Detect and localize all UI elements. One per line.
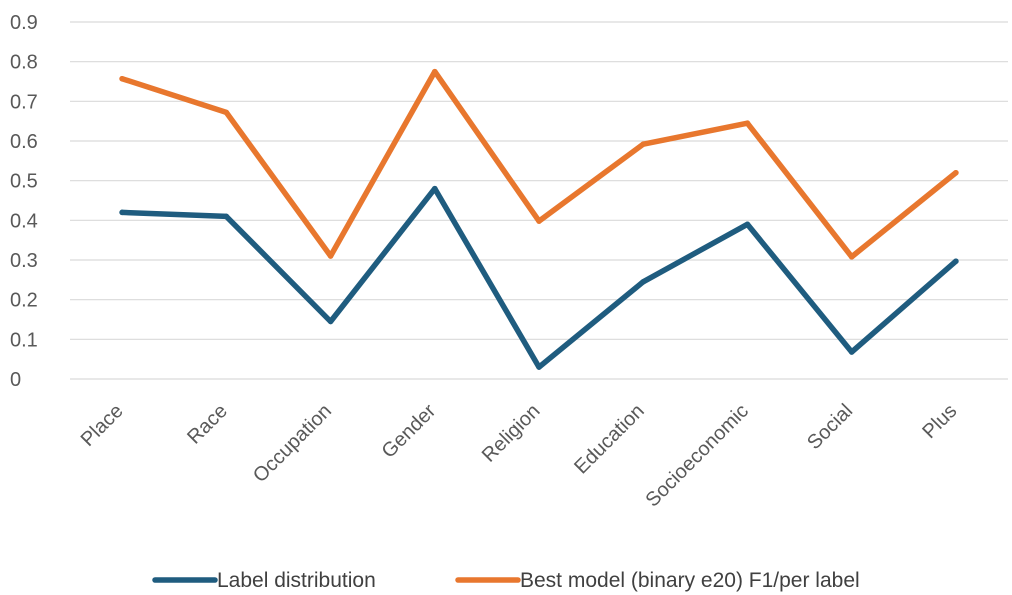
x-tick-label: Occupation: [249, 400, 336, 487]
y-tick-label: 0.6: [10, 131, 38, 153]
y-tick-label: 0: [10, 369, 21, 391]
data-point: [327, 253, 334, 259]
data-point: [640, 141, 646, 147]
y-tick-label: 0.5: [10, 171, 38, 193]
y-tick-label: 0.1: [10, 329, 38, 351]
data-point: [119, 209, 125, 216]
legend-label: Best model (binary e20) F1/per label: [520, 569, 860, 592]
gridlines: [70, 21, 1008, 380]
x-tick-label: Place: [77, 400, 128, 451]
x-tick-label: Religion: [478, 400, 545, 467]
series-lines: [119, 68, 959, 370]
y-tick-label: 0.9: [10, 12, 38, 34]
legend: Label distribution Best model (binary e20…: [152, 569, 860, 592]
x-tick-label: Race: [183, 400, 232, 449]
data-point: [953, 169, 959, 176]
data-point: [848, 349, 855, 355]
data-point: [744, 120, 751, 126]
y-tick-label: 0.2: [10, 290, 38, 312]
data-point: [640, 279, 646, 285]
x-tick-label: Plus: [918, 400, 961, 443]
y-tick-label: 0.3: [10, 250, 38, 272]
x-tick-label: Education: [570, 400, 648, 478]
data-point: [432, 185, 438, 192]
data-point: [223, 213, 230, 220]
y-axis-tick-labels: 0 0.1 0.2 0.3 0.4 0.5 0.6 0.7 0.8 0.9: [10, 12, 38, 391]
series-line-1: [119, 68, 959, 260]
data-point: [536, 218, 542, 224]
x-tick-label: Social: [803, 400, 857, 454]
data-point: [223, 109, 230, 116]
data-point: [744, 221, 751, 228]
data-point: [327, 318, 334, 325]
x-tick-label: Gender: [378, 400, 441, 463]
data-point: [953, 258, 959, 264]
legend-label: Label distribution: [217, 569, 376, 592]
data-point: [848, 254, 855, 260]
data-point: [119, 75, 125, 82]
y-tick-label: 0.8: [10, 52, 38, 74]
data-point: [432, 68, 438, 75]
x-tick-label: Socioeconomic: [642, 400, 753, 511]
y-tick-label: 0.4: [10, 210, 38, 232]
y-tick-label: 0.7: [10, 91, 38, 113]
x-axis-tick-labels: Place Race Occupation Gender Religion Educati…: [77, 400, 962, 512]
series-line-0: [119, 185, 959, 370]
data-point: [536, 364, 542, 370]
